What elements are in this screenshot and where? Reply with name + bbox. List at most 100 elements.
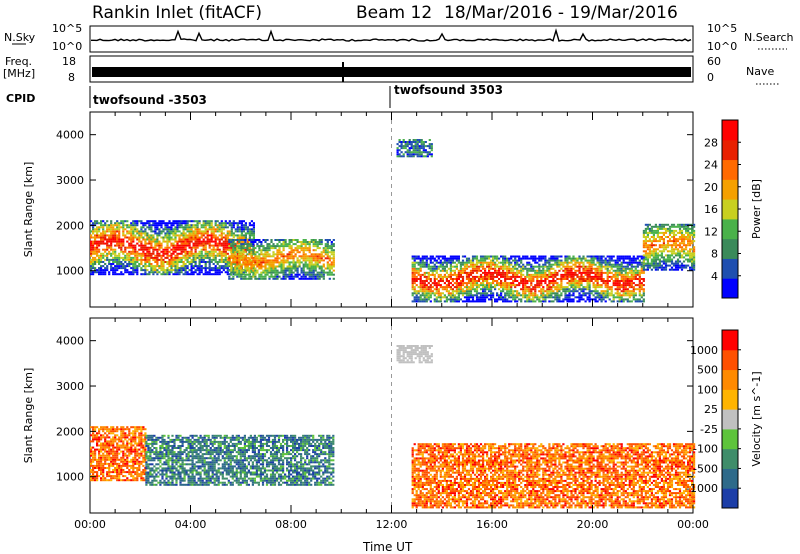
echo-cell <box>134 226 137 229</box>
echo-cell <box>314 255 317 258</box>
echo-cell <box>182 236 185 239</box>
echo-cell <box>246 263 249 266</box>
echo-cell <box>302 263 305 266</box>
echo-cell <box>326 263 329 266</box>
echo-cell <box>528 296 531 299</box>
echo-cell <box>230 261 233 264</box>
echo-cell <box>453 282 456 285</box>
echo-cell <box>682 225 686 228</box>
echo-cell <box>423 271 426 274</box>
echo-cell <box>222 267 225 270</box>
echo-cell <box>254 247 257 250</box>
echo-cell <box>210 240 213 243</box>
echo-cell <box>568 257 571 260</box>
echo-cell <box>592 286 595 289</box>
echo-cell <box>232 232 235 235</box>
echo-cell <box>134 265 137 268</box>
echo-cell <box>258 255 261 258</box>
echo-cell <box>693 258 696 261</box>
echo-cell <box>496 259 499 262</box>
echo-cell <box>528 267 531 270</box>
echo-cell <box>552 255 555 258</box>
echo-cell <box>150 240 153 243</box>
echo-cell <box>232 275 235 278</box>
echo-cell <box>244 255 247 258</box>
echo-cell <box>244 275 247 278</box>
echo-cell <box>136 256 139 259</box>
echo-cell <box>178 271 181 274</box>
echo-cell <box>318 277 321 280</box>
echo-cell <box>158 254 161 257</box>
echo-cell <box>230 226 233 229</box>
echo-cell <box>498 278 501 280</box>
echo-cell <box>126 258 129 261</box>
echo-cell <box>568 290 571 293</box>
echo-cell <box>578 284 581 287</box>
echo-cell <box>234 265 237 268</box>
echo-cell <box>530 263 533 266</box>
echo-cell <box>134 271 137 274</box>
echo-cell <box>616 294 619 297</box>
nsky-tick-top: 10^5 <box>52 22 82 35</box>
echo-cell <box>258 241 261 243</box>
echo-cell <box>632 292 635 295</box>
echo-cell <box>618 294 621 297</box>
echo-cell <box>482 280 485 282</box>
echo-cell <box>510 300 513 303</box>
echo-cell <box>158 232 161 235</box>
echo-cell <box>441 257 444 260</box>
echo-cell <box>156 263 159 265</box>
echo-cell <box>614 265 617 268</box>
echo-cell <box>204 254 207 257</box>
echo-cell <box>114 271 117 274</box>
echo-cell <box>262 265 265 268</box>
echo-cell <box>408 155 411 158</box>
echo-cell <box>104 273 107 276</box>
echo-cell <box>580 296 583 299</box>
echo-cell <box>292 249 295 252</box>
echo-cell <box>298 247 301 250</box>
echo-cell <box>100 234 103 237</box>
echo-cell <box>668 250 672 253</box>
echo-cell <box>176 220 179 223</box>
echo-cell <box>304 265 307 268</box>
echo-cell <box>638 300 641 303</box>
echo-cell <box>122 238 125 241</box>
echo-cell <box>106 269 109 272</box>
echo-cell <box>242 245 245 248</box>
echo-cell <box>108 230 111 233</box>
echo-cell <box>642 268 645 271</box>
echo-cell <box>582 298 585 301</box>
echo-cell <box>660 236 663 238</box>
echo-cell <box>184 265 187 268</box>
echo-cell <box>524 296 527 299</box>
echo-cell <box>429 267 432 270</box>
echo-cell <box>122 242 125 245</box>
echo-cell <box>618 284 621 287</box>
echo-cell <box>214 256 217 259</box>
echo-cell <box>451 255 454 258</box>
echo-cell <box>582 271 585 274</box>
echo-cell <box>508 265 511 268</box>
echo-cell <box>226 246 229 249</box>
echo-cell <box>284 269 287 272</box>
echo-cell <box>642 292 645 295</box>
echo-cell <box>612 263 615 266</box>
echo-cell <box>206 222 209 225</box>
echo-cell <box>180 248 183 251</box>
echo-cell <box>202 273 205 276</box>
echo-cell <box>516 280 519 282</box>
echo-cell <box>566 275 569 278</box>
echo-cell <box>542 294 545 297</box>
echo-cell <box>102 256 105 259</box>
echo-cell <box>218 242 221 245</box>
echo-cell <box>250 241 253 243</box>
echo-cell <box>140 269 143 272</box>
echo-cell <box>134 246 137 249</box>
echo-cell <box>644 252 647 255</box>
echo-cell <box>244 271 247 274</box>
echo-cell <box>674 254 678 257</box>
echo-cell <box>300 271 303 274</box>
echo-cell <box>608 259 611 262</box>
echo-cell <box>304 241 307 243</box>
